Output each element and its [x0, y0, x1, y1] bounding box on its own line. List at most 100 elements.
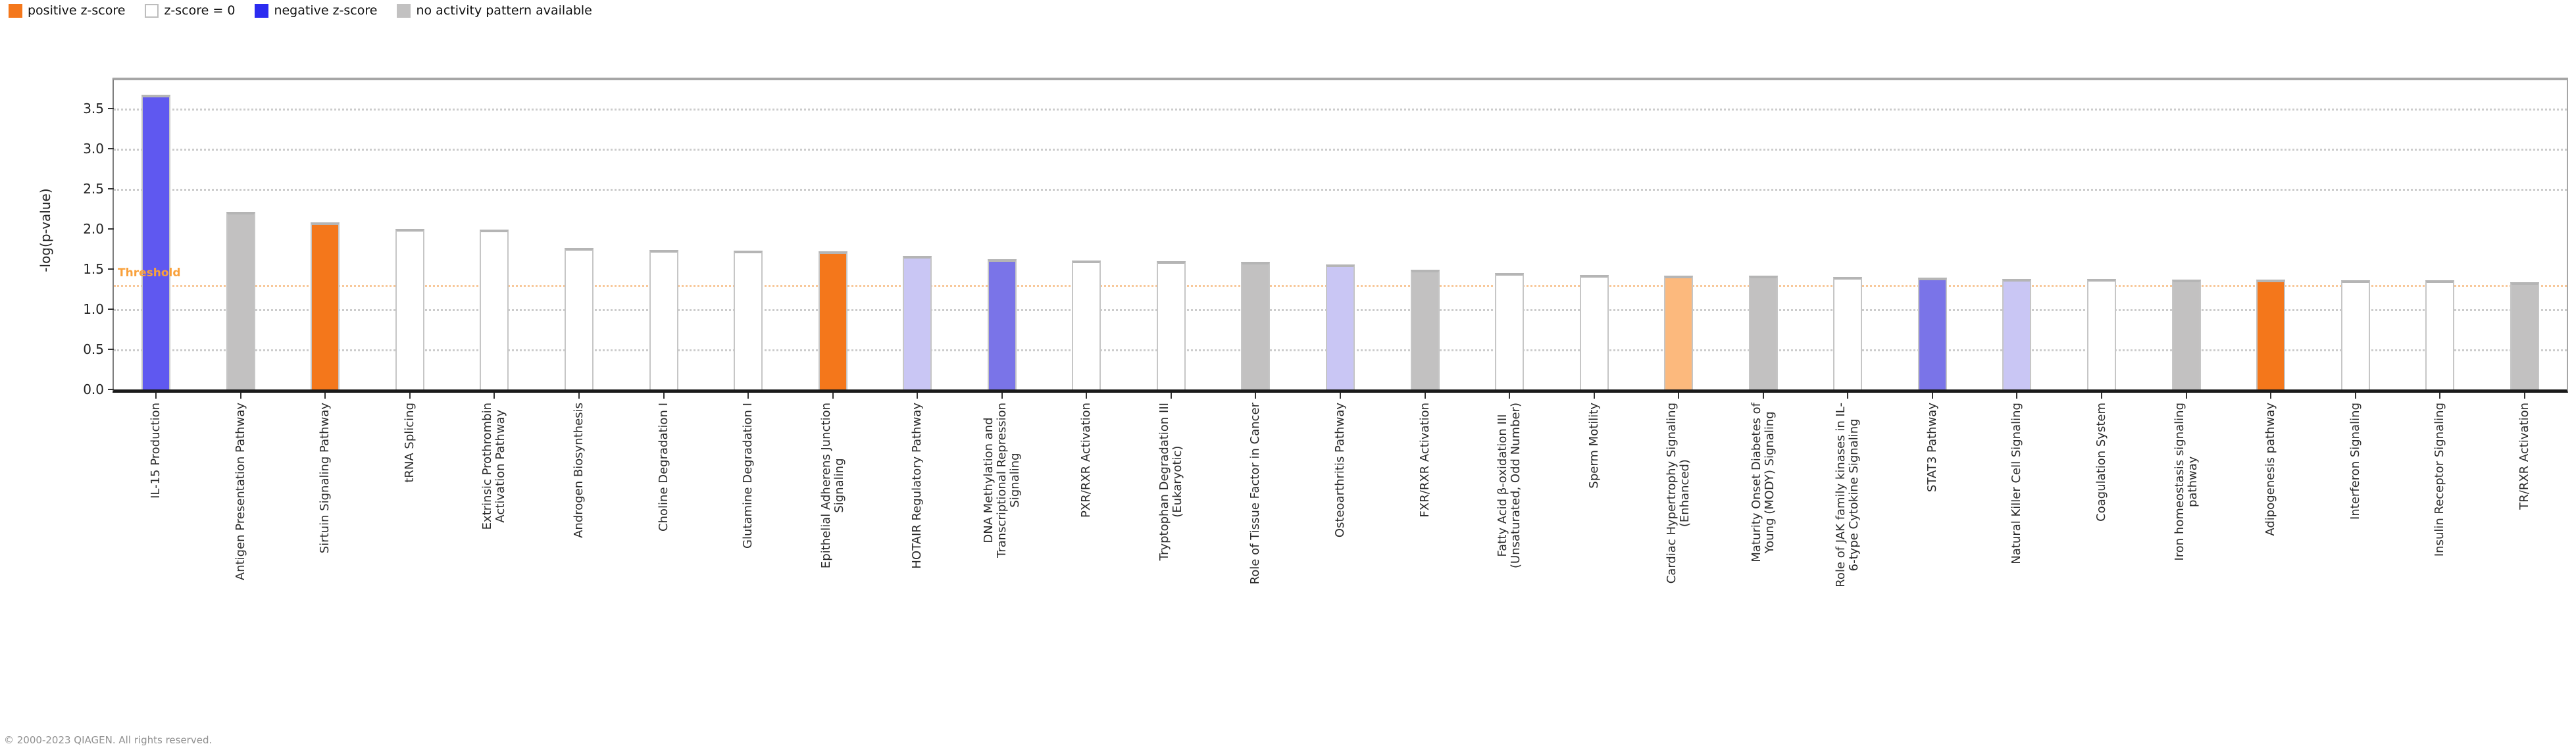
chart-legend: positive z-score z-score = 0 negative z-sc… — [9, 3, 592, 18]
x-label-text: Sperm Motility — [1586, 403, 1601, 489]
x-tick-mark — [409, 393, 411, 399]
bar-antigen-presentation-pathway — [226, 212, 255, 389]
legend-item-zero: z-score = 0 — [145, 3, 235, 18]
x-tick-mark — [917, 393, 919, 399]
gridline-2.5 — [114, 189, 2567, 191]
x-tick-mark — [663, 393, 665, 399]
x-label-maturity-onset-diabetes-of-young-mody-signaling: Maturity Onset Diabetes of Young (MODY) … — [1750, 403, 1777, 732]
x-axis-labels: IL-15 Production Antigen Presentation Pat… — [114, 403, 2567, 741]
bar-cardiac-hypertrophy-signaling-enhanced — [1664, 276, 1694, 389]
gridline-3.5 — [114, 109, 2567, 111]
x-label-slot: tRNA Splicing — [368, 403, 453, 738]
x-label-sperm-motility: Sperm Motility — [1586, 403, 1601, 732]
x-label-slot: Role of JAK family kinases in IL- 6-type… — [1806, 403, 1890, 738]
bar-choline-degradation-i — [649, 250, 678, 389]
x-tick-mark — [324, 393, 326, 399]
x-label-slot: STAT3 Pathway — [1890, 403, 1975, 738]
y-tick-label-3.5: 3.5 — [83, 101, 104, 116]
y-tick-label-2.0: 2.0 — [83, 221, 104, 237]
x-label-slot: Fatty Acid β-oxidation III (Unsaturated,… — [1467, 403, 1552, 738]
x-label-choline-degradation-i: Choline Degradation I — [657, 403, 670, 732]
bar-glutamine-degradation-i — [734, 251, 763, 389]
legend-swatch-none-icon — [397, 3, 411, 18]
x-label-tryptophan-degradation-iii-eukaryotic: Tryptophan Degradation III (Eukaryotic) — [1157, 403, 1184, 732]
x-tick-mark — [747, 393, 749, 399]
x-label-slot: DNA Methylation and Transcriptional Repr… — [960, 403, 1045, 738]
y-tick-mark-2.5 — [108, 188, 114, 189]
x-label-role-of-tissue-factor-in-cancer: Role of Tissue Factor in Cancer — [1248, 403, 1263, 732]
x-label-dna-methylation-and-transcriptional-repression-signaling: DNA Methylation and Transcriptional Repr… — [982, 403, 1022, 732]
x-label-fatty-acid-oxidation-iii-unsaturated-odd-number: Fatty Acid β-oxidation III (Unsaturated,… — [1496, 403, 1523, 732]
legend-swatch-positive-icon — [9, 3, 22, 18]
x-tick-mark — [155, 393, 157, 399]
y-tick-mark-3.0 — [108, 148, 114, 149]
x-label-text: STAT3 Pathway — [1925, 403, 1939, 493]
x-label-slot: Cardiac Hypertrophy Signaling (Enhanced) — [1636, 403, 1721, 738]
x-tick-mark — [1678, 393, 1680, 399]
x-label-text: Insulin Receptor Signaling — [2433, 403, 2447, 557]
x-tick-mark — [1001, 393, 1003, 399]
x-label-text: Iron homeostasis signaling pathway — [2172, 403, 2200, 561]
x-label-hotair-regulatory-pathway: HOTAIR Regulatory Pathway — [910, 403, 924, 732]
x-label-tr-rxr-activation: TR/RXR Activation — [2517, 403, 2531, 732]
x-label-fxr-rxr-activation: FXR/RXR Activation — [1417, 403, 1432, 732]
x-label-slot: Androgen Biosynthesis — [537, 403, 622, 738]
gridline-3.0 — [114, 149, 2567, 151]
x-label-text: Osteoarthritis Pathway — [1332, 403, 1347, 538]
y-tick-mark-0.5 — [108, 349, 114, 350]
plot-area: Threshold — [113, 78, 2568, 393]
bar-hotair-regulatory-pathway — [903, 256, 932, 389]
x-label-coagulation-system: Coagulation System — [2094, 403, 2108, 732]
x-label-il-15-production: IL-15 Production — [149, 403, 163, 732]
bar-maturity-onset-diabetes-of-young-mody-signaling — [1748, 276, 1778, 389]
x-label-text: FXR/RXR Activation — [1417, 403, 1432, 518]
x-tick-mark — [1762, 393, 1764, 399]
x-label-slot: PXR/RXR Activation — [1044, 403, 1129, 738]
threshold-label: Threshold — [118, 266, 181, 280]
bar-epithelial-adherens-junction-signaling — [818, 251, 847, 389]
bar-tryptophan-degradation-iii-eukaryotic — [1156, 261, 1186, 389]
x-label-text: Adipogenesis pathway — [2263, 403, 2278, 536]
legend-label: negative z-score — [274, 3, 378, 18]
x-label-trna-splicing: tRNA Splicing — [403, 403, 417, 732]
legend-swatch-negative-icon — [255, 3, 269, 18]
x-label-slot: Osteoarthritis Pathway — [1298, 403, 1383, 738]
x-label-slot: Coagulation System — [2059, 403, 2144, 738]
x-label-extrinsic-prothrombin-activation-pathway: Extrinsic Prothrombin Activation Pathway — [480, 403, 507, 732]
x-tick-mark — [1340, 393, 1341, 399]
x-label-slot: Sperm Motility — [1552, 403, 1636, 738]
x-label-text: Coagulation System — [2094, 403, 2108, 522]
x-tick-mark — [578, 393, 580, 399]
x-label-role-of-jak-family-kinases-in-il-6-type-cytokine-signaling: Role of JAK family kinases in IL- 6-type… — [1834, 403, 1861, 732]
x-label-insulin-receptor-signaling: Insulin Receptor Signaling — [2433, 403, 2446, 732]
legend-label: no activity pattern available — [416, 3, 592, 18]
x-label-text: Interferon Signaling — [2348, 403, 2362, 520]
x-label-text: tRNA Splicing — [402, 403, 417, 483]
legend-item-none: no activity pattern available — [397, 3, 592, 18]
x-label-slot: IL-15 Production — [114, 403, 199, 738]
x-label-text: Cardiac Hypertrophy Signaling (Enhanced) — [1665, 403, 1692, 584]
y-tick-label-2.5: 2.5 — [83, 181, 104, 197]
x-label-osteoarthritis-pathway: Osteoarthritis Pathway — [1332, 403, 1347, 732]
x-label-text: IL-15 Production — [149, 403, 163, 499]
x-label-text: Role of Tissue Factor in Cancer — [1248, 403, 1263, 585]
x-label-glutamine-degradation-i: Glutamine Degradation I — [741, 403, 755, 732]
x-label-text: HOTAIR Regulatory Pathway — [910, 403, 924, 569]
y-tick-label-0.0: 0.0 — [83, 382, 104, 397]
bar-iron-homeostasis-signaling-pathway — [2171, 280, 2201, 389]
x-label-slot: Choline Degradation I — [621, 403, 706, 738]
x-label-sirtuin-signaling-pathway: Sirtuin Signaling Pathway — [318, 403, 332, 732]
bar-sperm-motility — [1579, 275, 1609, 389]
x-tick-mark — [1255, 393, 1257, 399]
x-label-slot: Maturity Onset Diabetes of Young (MODY) … — [1721, 403, 1806, 738]
x-label-text: Fatty Acid β-oxidation III (Unsaturated,… — [1496, 403, 1523, 568]
x-label-text: Glutamine Degradation I — [741, 403, 755, 549]
x-label-slot: Natural Killer Cell Signaling — [1975, 403, 2059, 738]
bar-pxr-rxr-activation — [1072, 261, 1101, 389]
legend-item-positive: positive z-score — [9, 3, 125, 18]
legend-label: positive z-score — [28, 3, 126, 18]
x-label-text: Choline Degradation I — [656, 403, 670, 532]
x-label-text: PXR/RXR Activation — [1079, 403, 1094, 518]
x-tick-mark — [832, 393, 834, 399]
x-label-epithelial-adherens-junction-signaling: Epithelial Adherens Junction Signaling — [819, 403, 846, 732]
